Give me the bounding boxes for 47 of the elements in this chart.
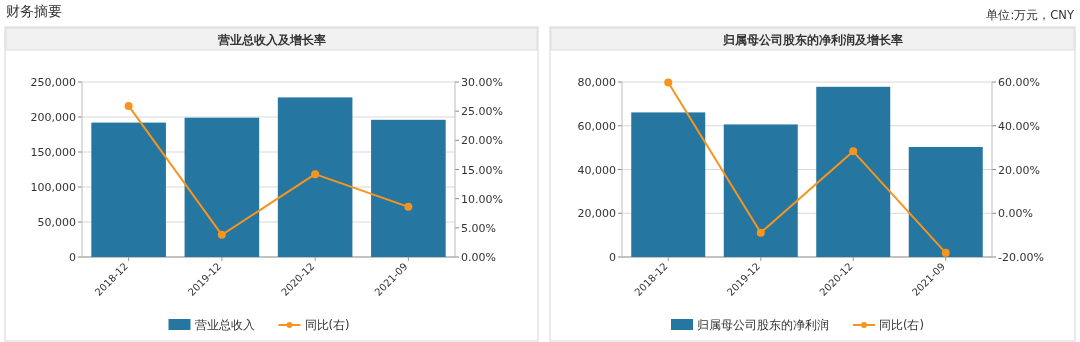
y-tick-label: 40,000: [577, 163, 616, 177]
y-tick-label: 0: [69, 251, 76, 264]
point: [311, 170, 320, 179]
legend-label: 同比(右): [304, 318, 350, 332]
y-tick-label: 20,000: [577, 207, 616, 221]
text: 财务摘要: [6, 3, 62, 19]
y-tick-label: 50,000: [37, 216, 76, 229]
y2-tick-label: 0.00%: [461, 251, 496, 264]
y-tick-label: 150,000: [30, 146, 76, 159]
point: [941, 248, 950, 257]
y-tick-label: 100,000: [30, 181, 76, 194]
y2-tick-label: 10.00%: [461, 192, 503, 206]
point: [664, 78, 673, 87]
y2-tick-label: -20.00%: [998, 251, 1044, 264]
bar: [277, 97, 353, 257]
bar: [631, 112, 706, 257]
y2-tick-label: 25.00%: [461, 105, 503, 119]
legend-label: 营业总收入: [194, 318, 255, 332]
y2-tick-label: 15.00%: [461, 163, 503, 177]
y2-tick-label: 20.00%: [998, 163, 1040, 177]
text: 单位:万元，CNY: [986, 8, 1075, 22]
y2-tick-label: 0.00%: [998, 207, 1033, 221]
y-tick-label: 250,000: [30, 76, 76, 89]
y2-tick-label: 5.00%: [461, 221, 496, 235]
legend-label: 归属母公司股东的净利润: [697, 318, 829, 332]
chart-title: 营业总收入及增长率: [216, 33, 326, 47]
y2-tick-label: 20.00%: [461, 134, 503, 148]
point: [849, 147, 858, 156]
legend-label: 同比(右): [879, 318, 924, 332]
y-tick-label: 80,000: [577, 76, 616, 89]
y-tick-label: 60,000: [577, 119, 616, 133]
bar: [816, 86, 891, 257]
point: [217, 230, 226, 239]
point: [756, 228, 765, 237]
y2-tick-label: 30.00%: [461, 76, 503, 89]
bar: [723, 124, 798, 257]
y-tick-label: 0: [609, 251, 616, 264]
chart-title: 归属母公司股东的净利润及增长率: [721, 33, 903, 47]
bar: [908, 146, 983, 257]
bar: [91, 122, 166, 257]
bar: [184, 117, 260, 257]
y2-tick-label: 40.00%: [998, 119, 1040, 133]
y-tick-label: 200,000: [30, 111, 76, 124]
y2-tick-label: 60.00%: [998, 76, 1040, 89]
bar: [371, 119, 446, 257]
point: [124, 101, 133, 110]
point: [404, 202, 413, 211]
